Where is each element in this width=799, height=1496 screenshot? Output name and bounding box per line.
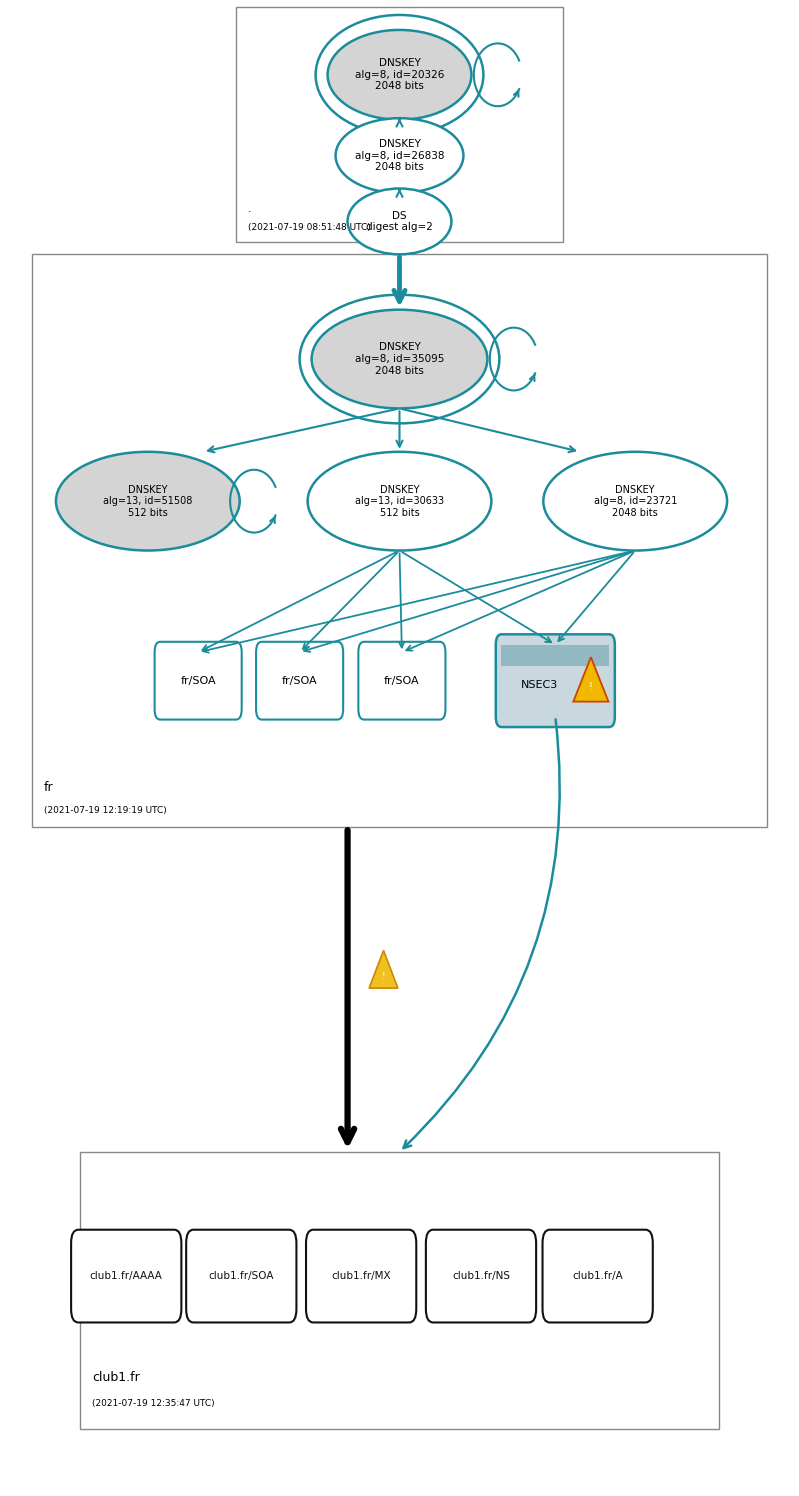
FancyBboxPatch shape: [236, 7, 563, 242]
Text: !: !: [589, 682, 593, 691]
Ellipse shape: [312, 310, 487, 408]
Text: club1.fr: club1.fr: [92, 1370, 140, 1384]
Text: (2021-07-19 08:51:48 UTC): (2021-07-19 08:51:48 UTC): [248, 223, 371, 232]
FancyBboxPatch shape: [155, 642, 241, 720]
Text: fr/SOA: fr/SOA: [282, 676, 317, 685]
Ellipse shape: [348, 188, 451, 254]
Text: DNSKEY
alg=8, id=26838
2048 bits: DNSKEY alg=8, id=26838 2048 bits: [355, 139, 444, 172]
FancyBboxPatch shape: [495, 634, 615, 727]
FancyBboxPatch shape: [32, 254, 767, 827]
Text: fr/SOA: fr/SOA: [384, 676, 419, 685]
Text: DNSKEY
alg=8, id=20326
2048 bits: DNSKEY alg=8, id=20326 2048 bits: [355, 58, 444, 91]
Ellipse shape: [56, 452, 240, 551]
Text: club1.fr/NS: club1.fr/NS: [452, 1272, 510, 1281]
Text: DNSKEY
alg=13, id=51508
512 bits: DNSKEY alg=13, id=51508 512 bits: [103, 485, 193, 518]
FancyBboxPatch shape: [543, 1230, 653, 1322]
Text: (2021-07-19 12:19:19 UTC): (2021-07-19 12:19:19 UTC): [44, 806, 167, 815]
Text: NSEC3: NSEC3: [521, 681, 558, 690]
Text: DS
digest alg=2: DS digest alg=2: [366, 211, 433, 232]
Text: fr/SOA: fr/SOA: [181, 676, 216, 685]
Polygon shape: [574, 657, 609, 702]
Text: .: .: [248, 203, 252, 214]
Ellipse shape: [543, 452, 727, 551]
FancyBboxPatch shape: [306, 1230, 416, 1322]
Text: DNSKEY
alg=8, id=35095
2048 bits: DNSKEY alg=8, id=35095 2048 bits: [355, 343, 444, 375]
FancyBboxPatch shape: [358, 642, 446, 720]
FancyBboxPatch shape: [80, 1152, 719, 1429]
Text: DNSKEY
alg=8, id=23721
2048 bits: DNSKEY alg=8, id=23721 2048 bits: [594, 485, 677, 518]
Ellipse shape: [308, 452, 491, 551]
Text: club1.fr/MX: club1.fr/MX: [332, 1272, 391, 1281]
Text: club1.fr/A: club1.fr/A: [572, 1272, 623, 1281]
Text: fr: fr: [44, 781, 54, 794]
FancyBboxPatch shape: [71, 1230, 181, 1322]
Ellipse shape: [328, 30, 471, 120]
Text: !: !: [382, 971, 385, 981]
Text: club1.fr/SOA: club1.fr/SOA: [209, 1272, 274, 1281]
FancyBboxPatch shape: [426, 1230, 536, 1322]
Text: club1.fr/AAAA: club1.fr/AAAA: [89, 1272, 163, 1281]
Polygon shape: [369, 950, 398, 987]
FancyBboxPatch shape: [256, 642, 344, 720]
Text: (2021-07-19 12:35:47 UTC): (2021-07-19 12:35:47 UTC): [92, 1399, 214, 1408]
Text: DNSKEY
alg=13, id=30633
512 bits: DNSKEY alg=13, id=30633 512 bits: [355, 485, 444, 518]
FancyBboxPatch shape: [186, 1230, 296, 1322]
FancyBboxPatch shape: [502, 645, 609, 666]
Ellipse shape: [336, 118, 463, 193]
